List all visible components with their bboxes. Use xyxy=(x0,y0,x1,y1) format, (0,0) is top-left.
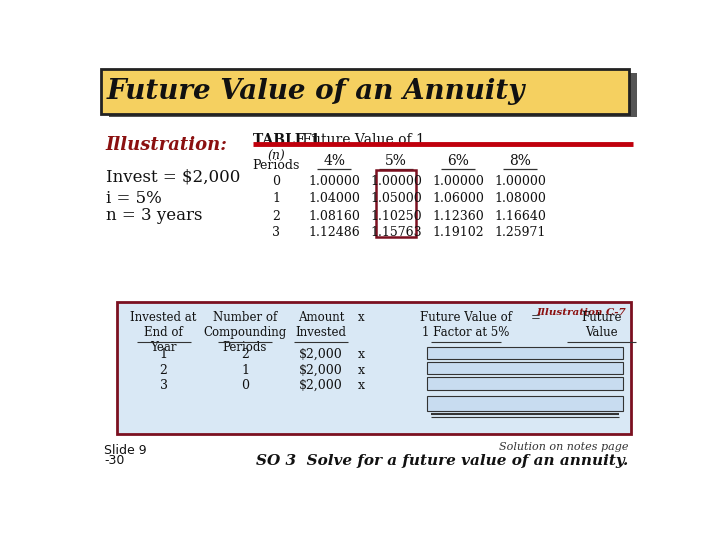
Bar xyxy=(427,396,624,411)
Text: 1: 1 xyxy=(272,192,280,205)
Text: 1.12360: 1.12360 xyxy=(432,210,484,222)
Text: 1.15763: 1.15763 xyxy=(370,226,422,240)
Text: 1.04000: 1.04000 xyxy=(308,192,360,205)
Text: $2,000: $2,000 xyxy=(299,363,343,376)
Text: Future Value of 1: Future Value of 1 xyxy=(297,132,425,146)
Text: 1.25971: 1.25971 xyxy=(495,226,546,240)
Text: Future Value of
1 Factor at 5%: Future Value of 1 Factor at 5% xyxy=(420,311,512,339)
Text: 0: 0 xyxy=(241,379,249,392)
Text: 5%: 5% xyxy=(385,154,407,168)
Text: =: = xyxy=(531,311,541,324)
Text: Invested at
End of
Year: Invested at End of Year xyxy=(130,311,197,354)
Bar xyxy=(117,302,631,434)
Text: Future Value of an Annuity: Future Value of an Annuity xyxy=(107,78,526,105)
Text: x: x xyxy=(358,363,365,376)
Text: 1.06000: 1.06000 xyxy=(432,192,484,205)
Text: 1.00000: 1.00000 xyxy=(370,175,422,188)
Text: (n): (n) xyxy=(267,150,285,163)
Text: 4%: 4% xyxy=(323,154,345,168)
Text: Illustration C-7: Illustration C-7 xyxy=(536,308,626,317)
Bar xyxy=(109,72,637,117)
Text: TABLE 1: TABLE 1 xyxy=(253,132,325,146)
Text: Illustration:: Illustration: xyxy=(106,136,228,154)
Text: SO 3  Solve for a future value of an annuity.: SO 3 Solve for a future value of an annu… xyxy=(256,455,629,468)
Text: Invest = $2,000: Invest = $2,000 xyxy=(106,168,240,186)
Text: $2,000: $2,000 xyxy=(299,348,343,361)
Text: 3: 3 xyxy=(160,379,168,392)
Text: x: x xyxy=(358,379,365,392)
Text: 2: 2 xyxy=(160,363,168,376)
Text: 1.08160: 1.08160 xyxy=(308,210,360,222)
Bar xyxy=(376,170,416,237)
Bar xyxy=(427,347,624,359)
Text: i = 5%: i = 5% xyxy=(106,190,161,206)
Text: 1.10250: 1.10250 xyxy=(370,210,422,222)
Text: 1.16640: 1.16640 xyxy=(494,210,546,222)
Bar xyxy=(427,377,624,390)
Text: Amount
Invested: Amount Invested xyxy=(295,311,346,339)
Text: 6%: 6% xyxy=(447,154,469,168)
Text: -30: -30 xyxy=(104,455,125,468)
Text: 1: 1 xyxy=(160,348,168,361)
Text: 1.19102: 1.19102 xyxy=(432,226,484,240)
Text: Periods: Periods xyxy=(252,159,300,172)
Text: 1.00000: 1.00000 xyxy=(308,175,360,188)
Text: Future
Value: Future Value xyxy=(581,311,622,339)
Text: 3: 3 xyxy=(272,226,280,240)
Text: x: x xyxy=(358,348,365,361)
Text: 0: 0 xyxy=(272,175,280,188)
Text: 1: 1 xyxy=(241,363,249,376)
Text: 1.12486: 1.12486 xyxy=(308,226,360,240)
Text: 2: 2 xyxy=(241,348,249,361)
Text: 2: 2 xyxy=(272,210,280,222)
Text: Slide 9: Slide 9 xyxy=(104,444,147,457)
Bar xyxy=(101,70,629,114)
Text: 1.00000: 1.00000 xyxy=(494,175,546,188)
Text: 1.05000: 1.05000 xyxy=(370,192,422,205)
Text: 1.08000: 1.08000 xyxy=(494,192,546,205)
Text: Solution on notes page: Solution on notes page xyxy=(499,442,629,452)
Bar xyxy=(427,362,624,374)
Text: $2,000: $2,000 xyxy=(299,379,343,392)
Text: 1.00000: 1.00000 xyxy=(432,175,484,188)
Text: x: x xyxy=(358,311,364,324)
Text: n = 3 years: n = 3 years xyxy=(106,207,202,224)
Text: Number of
Compounding
Periods: Number of Compounding Periods xyxy=(203,311,287,354)
Text: 8%: 8% xyxy=(509,154,531,168)
